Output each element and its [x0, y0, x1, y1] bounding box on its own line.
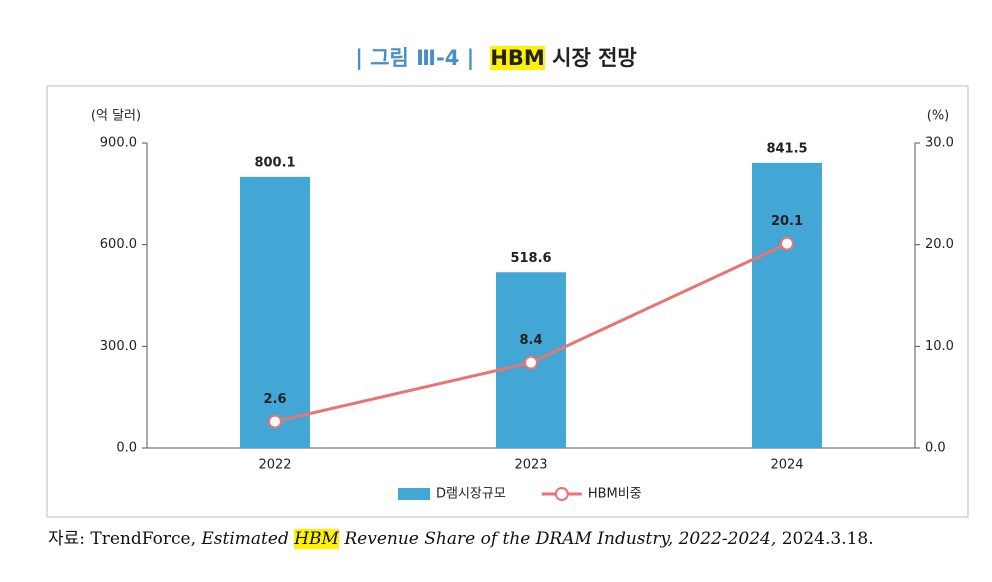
chart: (억 달러) (%) 0.0 300.0 600.0 900.0 0.0 10.0 20.0… [46, 85, 969, 518]
bar-value-label: 800.1 [254, 155, 295, 170]
y2-tick-label: 10.0 [925, 339, 954, 354]
figure-label: | 그림 Ⅲ-4 | [355, 46, 475, 70]
source-title: Revenue Share of the DRAM Industry, 2022… [344, 529, 777, 549]
source-prefix: 자료: TrendForce, [48, 529, 196, 549]
y-axis-label: (억 달러) [91, 109, 141, 124]
legend-swatch [398, 488, 430, 500]
bar-value-label: 518.6 [510, 251, 551, 266]
y-tick-label: 0.0 [116, 441, 137, 456]
y2-tick-label: 0.0 [925, 441, 946, 456]
y2-axis-label: (%) [927, 109, 950, 124]
line-marker [780, 236, 794, 251]
bar [240, 176, 310, 449]
source: 자료: TrendForce, Estimated HBM Revenue Sh… [48, 524, 874, 549]
title-text: 시장 전망 [552, 46, 637, 70]
source-date: 2024.3.18. [781, 529, 874, 549]
line-value-label: 8.4 [519, 333, 542, 348]
line-value-label: 20.1 [771, 214, 803, 229]
title-highlight: HBM [490, 46, 545, 70]
source-title: Estimated [201, 529, 289, 549]
y-tick-label: 300.0 [100, 339, 137, 354]
chart-frame [46, 85, 969, 518]
legend-label: HBM비중 [588, 487, 642, 502]
bar [752, 162, 822, 448]
line-marker [524, 355, 538, 370]
x-tick-label: 2022 [258, 458, 291, 473]
legend-swatch [554, 487, 569, 501]
x-tick-label: 2024 [770, 458, 803, 473]
legend-label: D램시장규모 [436, 487, 506, 502]
title: | 그림 Ⅲ-4 | HBM 시장 전망 [0, 42, 992, 72]
source-highlight: HBM [294, 529, 339, 549]
y2-tick-label: 20.0 [925, 237, 954, 252]
line-value-label: 2.6 [263, 392, 286, 407]
line-marker [268, 414, 282, 429]
y-tick-label: 600.0 [100, 237, 137, 252]
bar-value-label: 841.5 [766, 141, 807, 156]
y-tick-label: 900.0 [100, 136, 137, 151]
y2-tick-label: 30.0 [925, 136, 954, 151]
x-tick-label: 2023 [514, 458, 547, 473]
